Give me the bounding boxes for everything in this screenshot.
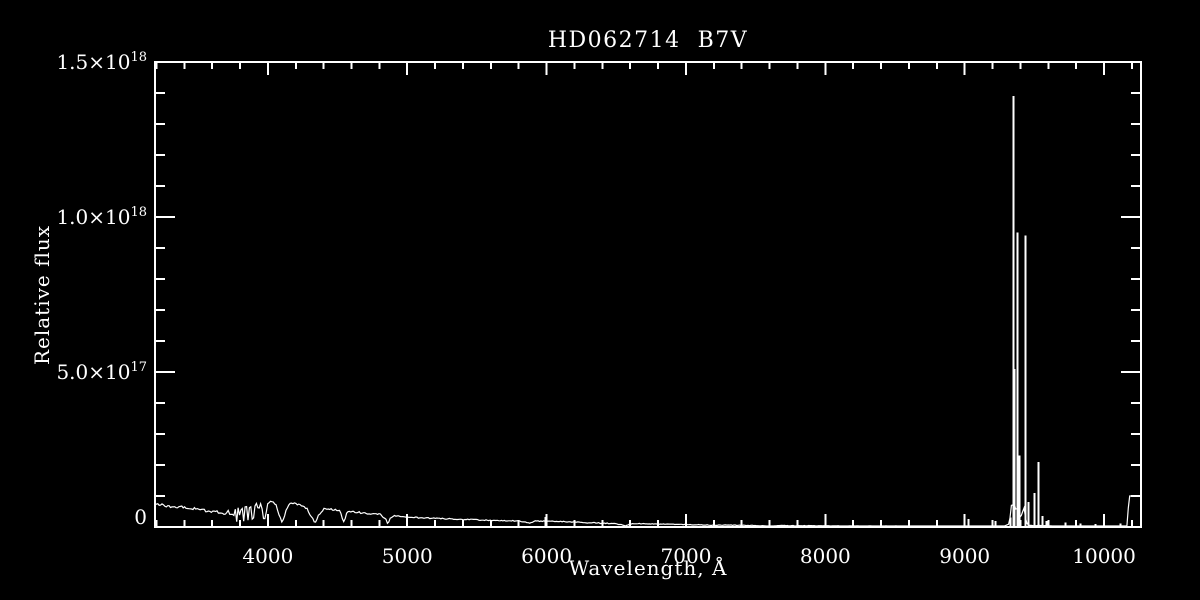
emission-spikes bbox=[544, 96, 1122, 526]
x-tick-label: 9000 bbox=[939, 544, 990, 568]
plot-frame bbox=[154, 61, 1142, 528]
x-tick-label: 10000 bbox=[1072, 544, 1136, 568]
x-major-ticks bbox=[266, 62, 1106, 527]
x-tick-label: 8000 bbox=[800, 544, 851, 568]
x-axis-label: Wavelength, Å bbox=[568, 556, 728, 580]
y-tick-label: 1.5×1018 bbox=[56, 50, 147, 74]
chart-title: HD062714 B7V bbox=[547, 28, 749, 53]
x-minor-ticks bbox=[155, 62, 1133, 527]
y-tick-label: 0 bbox=[134, 505, 147, 529]
x-tick-label: 5000 bbox=[382, 544, 433, 568]
x-tick-label: 6000 bbox=[521, 544, 572, 568]
y-tick-label: 1.0×1018 bbox=[56, 205, 147, 229]
y-major-ticks bbox=[155, 61, 1141, 528]
y-minor-ticks bbox=[155, 92, 1141, 497]
y-tick-label: 5.0×1017 bbox=[56, 360, 147, 384]
x-tick-label: 4000 bbox=[242, 544, 293, 568]
x-tick-label: 7000 bbox=[661, 544, 712, 568]
